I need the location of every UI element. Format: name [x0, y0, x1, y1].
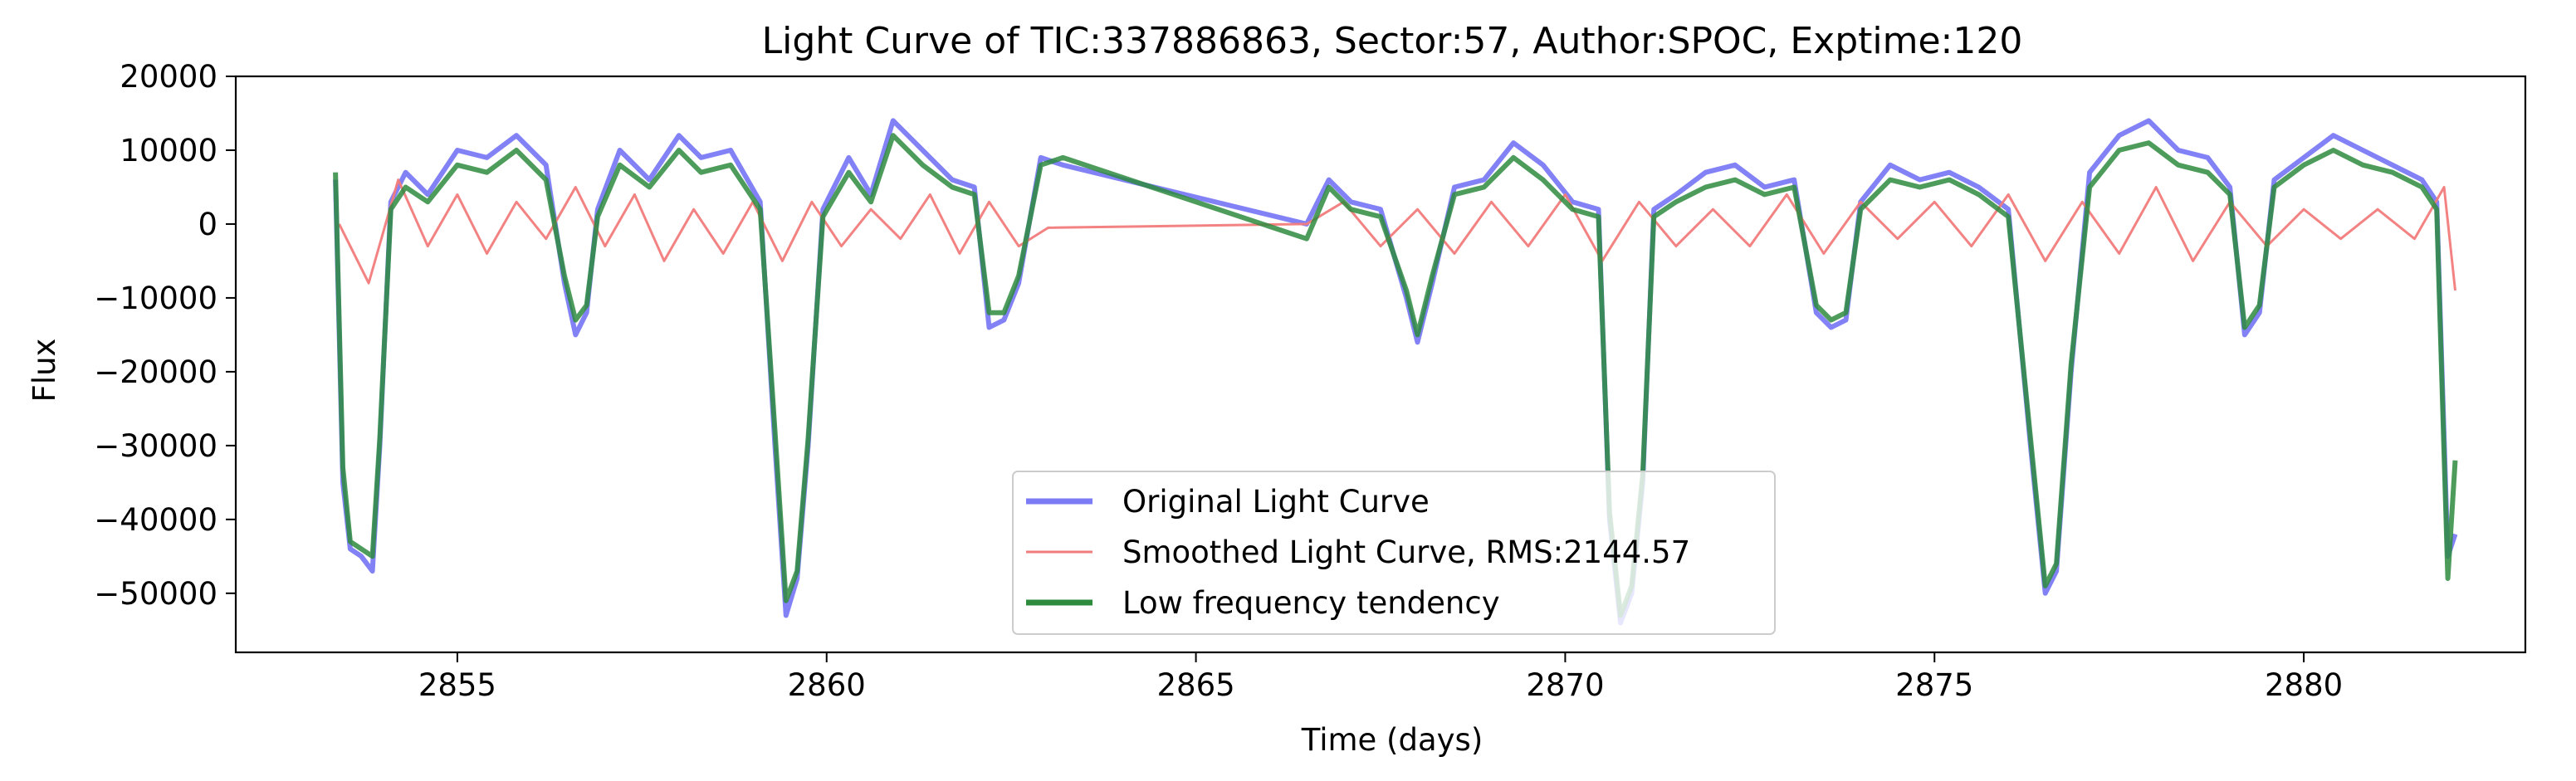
- x-tick-label: 2870: [1526, 667, 1604, 703]
- legend-label-original: Original Light Curve: [1122, 484, 1430, 520]
- y-tick-label: 20000: [120, 59, 218, 95]
- series-line-2: [333, 133, 2458, 618]
- x-tick-label: 2865: [1156, 667, 1234, 703]
- legend-box: [1012, 471, 1776, 635]
- series-layer: [333, 118, 2458, 626]
- y-tick-label: −10000: [94, 281, 218, 316]
- series-line-1: [338, 178, 2456, 291]
- x-tick-label: 2875: [1895, 667, 1973, 703]
- y-tick-label: 0: [198, 207, 218, 242]
- x-tick-label: 2860: [788, 667, 866, 703]
- chart-title: Light Curve of TIC:337886863, Sector:57,…: [762, 20, 2023, 62]
- x-tick-label: 2855: [418, 667, 496, 703]
- y-tick-label: −50000: [94, 576, 218, 612]
- x-tick-label: 2880: [2265, 667, 2343, 703]
- y-tick-label: −30000: [94, 428, 218, 464]
- x-axis-label: Time (days): [1301, 722, 1484, 758]
- legend: Original Light Curve Smoothed Light Curv…: [1012, 471, 1776, 635]
- y-axis-ticks: 20000 10000 0 −10000 −20000 −30000 −40000 −5000…: [94, 59, 236, 612]
- legend-label-smoothed: Smoothed Light Curve, RMS:2144.57: [1122, 534, 1690, 570]
- legend-label-low-frequency: Low frequency tendency: [1122, 585, 1500, 621]
- y-tick-label: 10000: [120, 133, 218, 168]
- plot-area: [333, 118, 2458, 626]
- y-tick-label: −20000: [94, 354, 218, 390]
- y-axis-label: Flux: [27, 339, 62, 403]
- plot-frame: [234, 75, 2527, 654]
- x-axis-ticks: 2855 2860 2865 2870 2875 2880: [418, 652, 2343, 703]
- y-tick-label: −40000: [94, 502, 218, 538]
